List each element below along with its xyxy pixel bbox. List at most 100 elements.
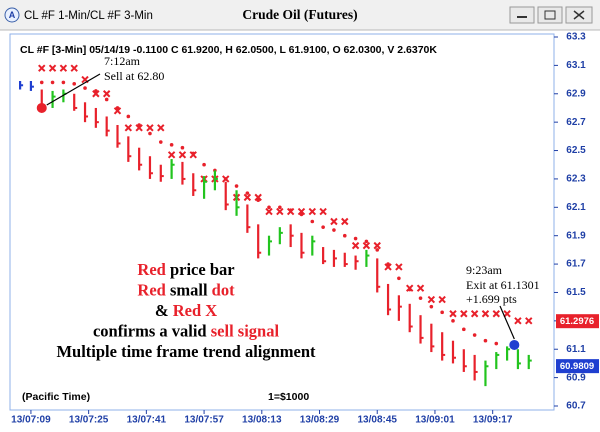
caption-part: confirms a valid: [93, 321, 211, 340]
signal-gain: +1.699 pts: [466, 292, 517, 306]
stop-x: [427, 295, 436, 304]
caption-part: Red: [137, 260, 165, 279]
signal-dot: [342, 233, 347, 238]
signal-dot: [72, 82, 77, 86]
stop-x: [460, 310, 468, 318]
signal-dot: [267, 205, 271, 210]
caption-part: Multiple time frame trend alignment: [56, 342, 316, 361]
signal-dot: [256, 198, 260, 203]
stop-x: [438, 295, 446, 304]
stop-x: [124, 124, 133, 132]
sell-marker: [36, 102, 47, 113]
x-tick-label: 13/09:01: [415, 415, 455, 426]
stop-x: [449, 310, 457, 318]
signal-dot: [418, 296, 423, 300]
signal-dot: [332, 228, 336, 232]
signal-dot: [407, 287, 412, 292]
y-tick-label: 61.7: [566, 259, 586, 270]
sell-arrow: [46, 73, 101, 106]
price-tag-label: 61.2976: [560, 316, 594, 327]
caption-line: Red price bar: [137, 260, 234, 279]
stop-x: [362, 241, 371, 250]
stop-x: [351, 241, 360, 250]
stop-x: [92, 90, 100, 98]
exit-marker: [509, 339, 520, 350]
caption-part: Red: [137, 280, 165, 299]
stop-x: [384, 263, 392, 271]
signal-dot: [202, 162, 206, 167]
stop-x: [341, 217, 349, 226]
price-tag-label: 60.9809: [560, 361, 594, 372]
signal-dot: [50, 80, 55, 85]
stop-x: [503, 310, 511, 318]
signal-dot: [223, 177, 228, 181]
stop-x: [276, 207, 284, 216]
stop-x: [243, 193, 252, 202]
signal-dot: [397, 276, 401, 281]
maximize-button[interactable]: [537, 6, 563, 24]
price-tag: [556, 314, 599, 329]
window-buttons: [509, 6, 593, 24]
stop-x: [178, 151, 187, 159]
exit-arrow: [499, 305, 515, 340]
signal-dot: [429, 304, 434, 309]
minimize-button[interactable]: [509, 6, 535, 24]
signal-dot: [364, 239, 369, 244]
signal-dot: [288, 208, 293, 212]
caption-part: dot: [212, 280, 235, 299]
y-tick-label: 63.1: [566, 60, 586, 71]
signal-dot: [440, 310, 444, 315]
x-tick-label: 13/08:29: [300, 415, 340, 426]
bar-info: CL #F [3-Min] 05/14/19 -0.1100 C 61.9200…: [20, 44, 437, 56]
stop-x: [416, 284, 425, 292]
y-tick-label: 62.7: [566, 117, 586, 128]
signal-dot: [234, 184, 239, 188]
caption-part: small: [166, 280, 212, 299]
window-title: CL #F 1-Min/CL #F 3-Min: [24, 10, 153, 22]
signal-dot: [104, 97, 109, 102]
stop-x: [48, 64, 57, 72]
caption-line: confirms a valid sell signal: [93, 321, 280, 340]
signal-dot: [169, 143, 174, 147]
signal-dot: [299, 212, 304, 217]
stop-x: [525, 317, 533, 325]
stop-x: [113, 107, 122, 115]
stop-x: [481, 310, 490, 318]
signal-dot: [353, 236, 358, 241]
caption-line: Red small dot: [137, 280, 235, 299]
signal-dot: [451, 319, 455, 323]
stop-x: [167, 151, 176, 159]
y-tick-label: 60.7: [566, 401, 586, 412]
signal-dot: [462, 327, 466, 332]
signal-dot: [472, 333, 477, 337]
signal-dot: [126, 114, 131, 119]
signal-dot: [278, 205, 282, 210]
signal-dot: [137, 123, 141, 127]
stop-x: [254, 193, 262, 202]
title-bar: [0, 0, 600, 30]
signal-dot: [386, 262, 390, 266]
caption-part: price bar: [166, 260, 235, 279]
y-tick-label: 61.1: [566, 344, 586, 355]
signal-time: 9:23am: [466, 263, 503, 277]
signal-label: Exit at 61.1301: [466, 278, 540, 292]
caption-part: sell signal: [211, 321, 280, 340]
signal-dot: [158, 140, 163, 144]
stop-x: [59, 64, 68, 72]
signal-time: 7:12am: [104, 54, 141, 68]
signal-label: Sell at 62.80: [104, 69, 164, 83]
stop-x: [297, 207, 306, 216]
x-tick-label: 13/08:45: [357, 415, 397, 426]
stop-x: [514, 317, 522, 325]
stop-x: [157, 124, 165, 132]
app-icon-glyph: A: [9, 10, 16, 20]
signal-dot: [483, 338, 488, 343]
stop-x: [330, 217, 338, 226]
signal-dot: [321, 225, 325, 229]
stop-x: [38, 64, 46, 72]
caption-line: & Red X: [155, 301, 217, 320]
x-tick-label: 13/08:13: [242, 415, 282, 426]
signal-dot: [375, 248, 380, 252]
maximize-icon: [544, 10, 556, 20]
